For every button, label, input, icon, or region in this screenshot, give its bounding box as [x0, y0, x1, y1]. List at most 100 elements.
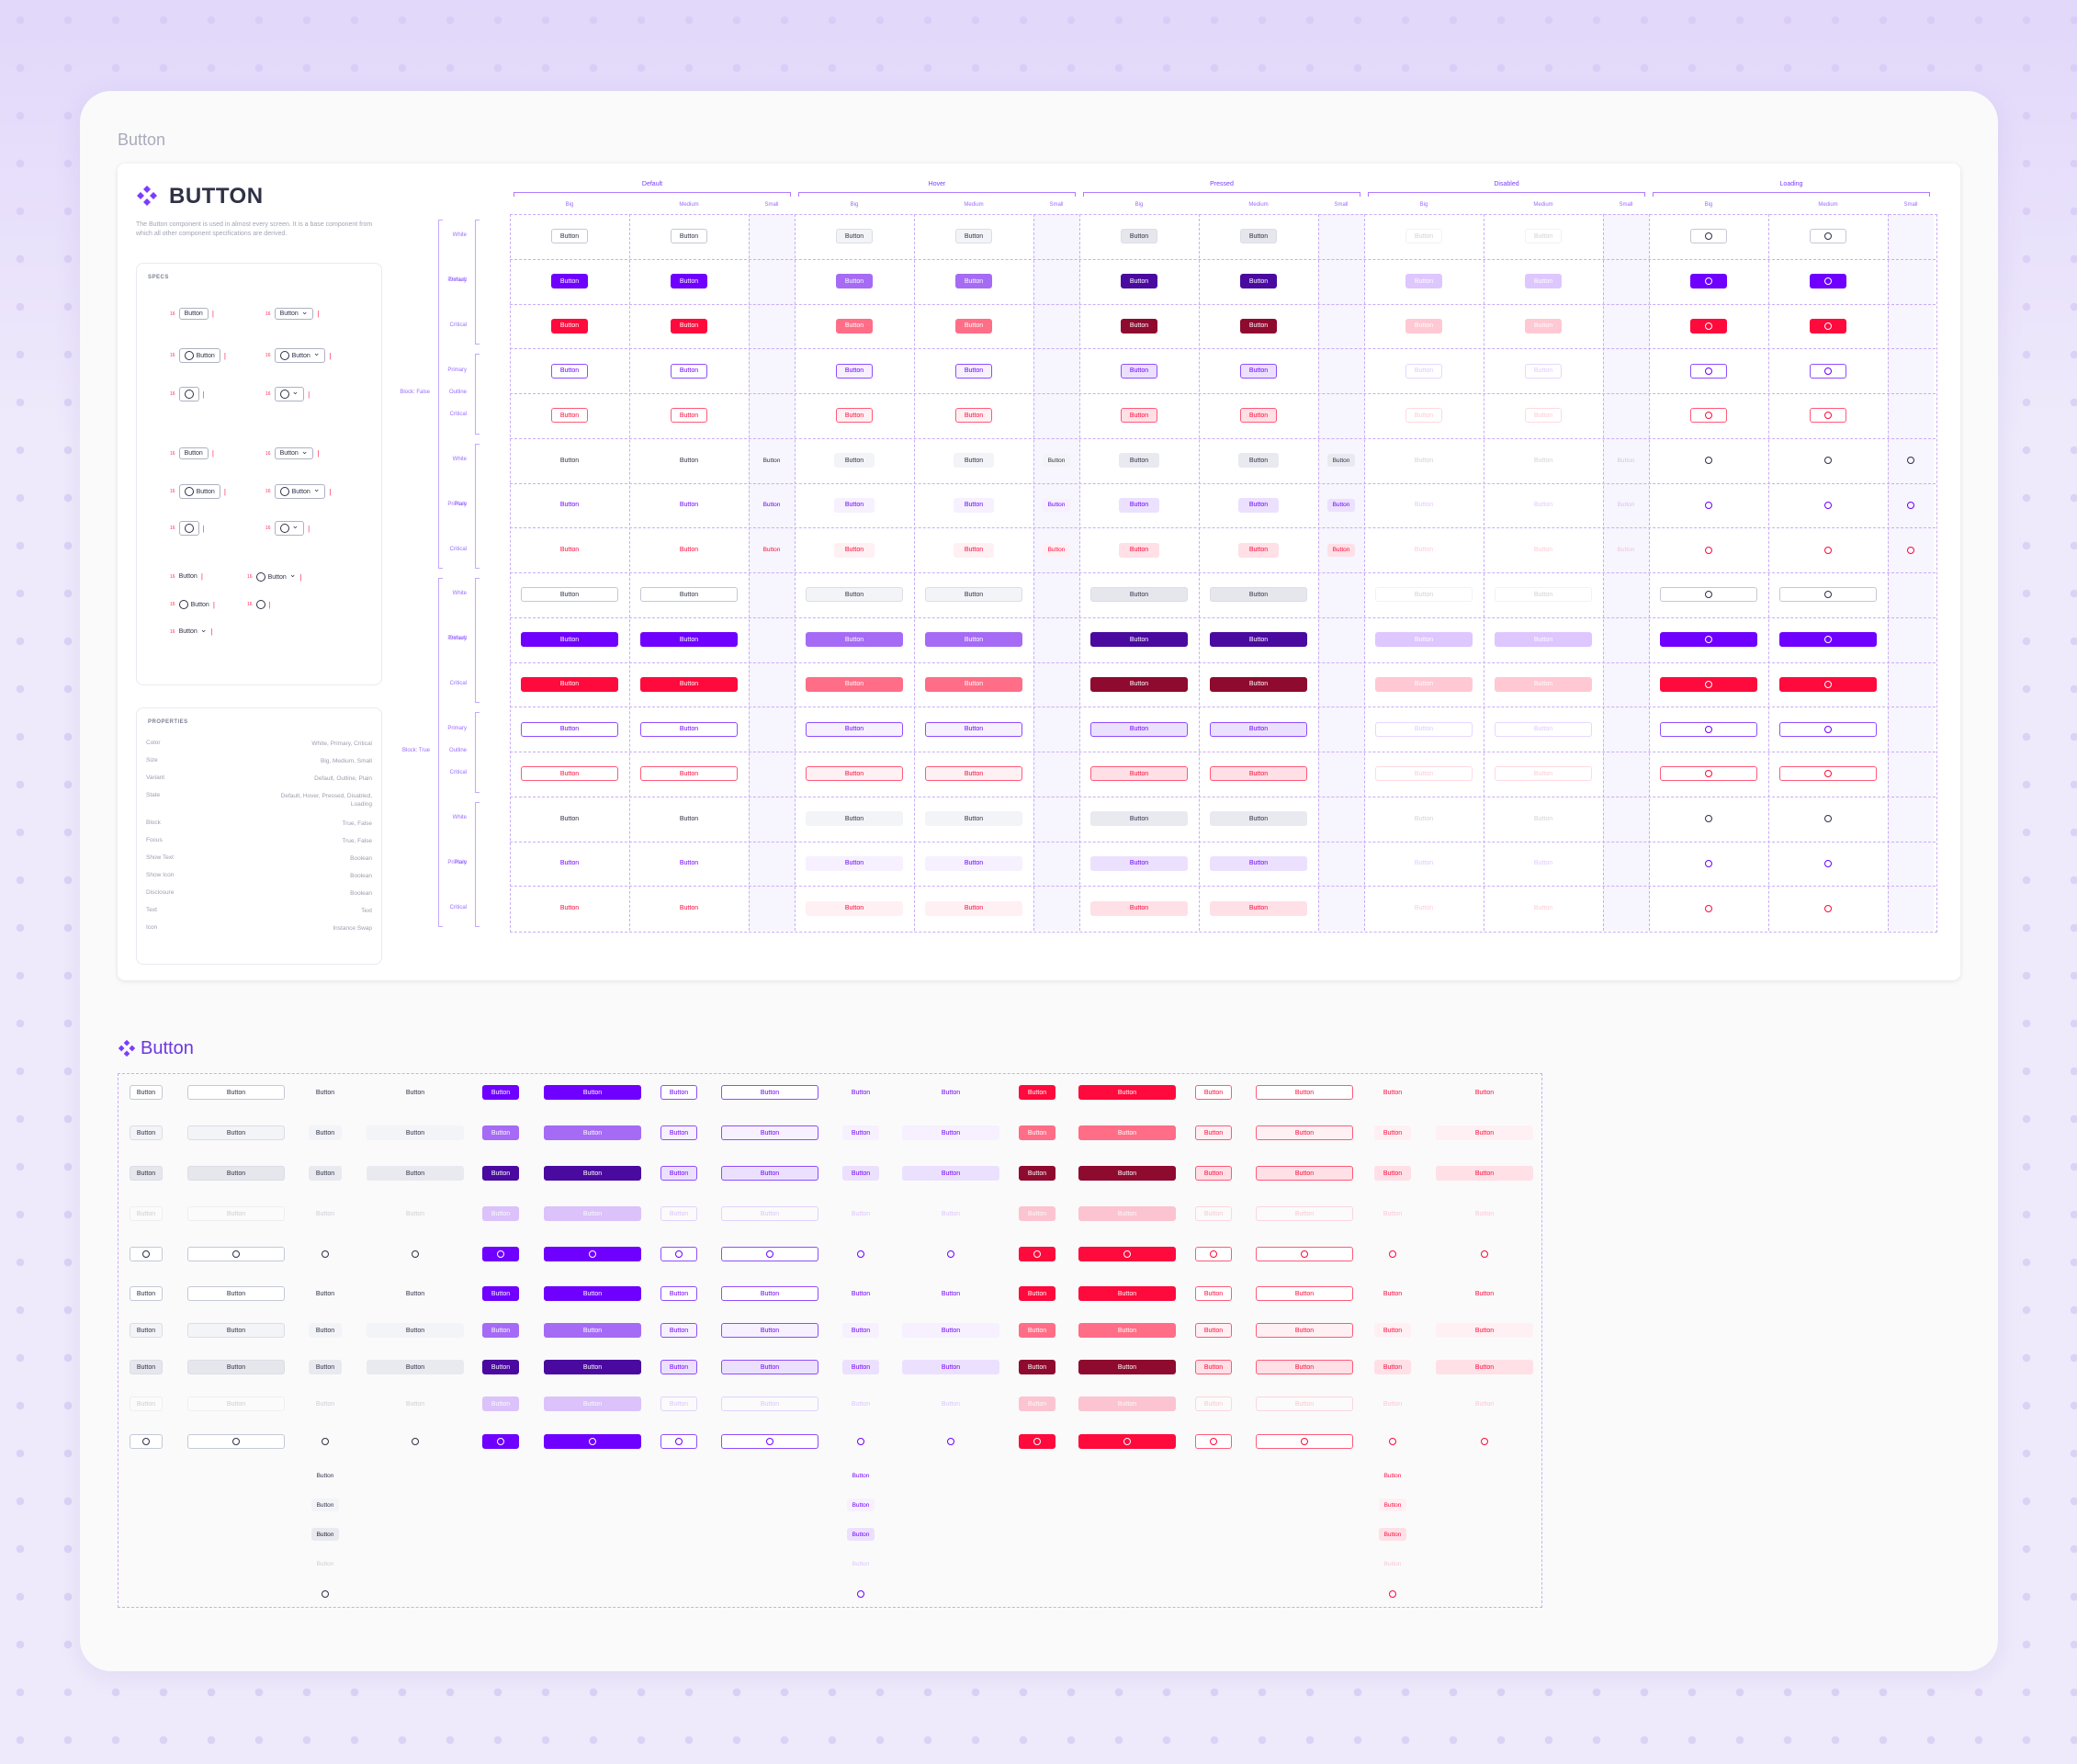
- library-button[interactable]: Button: [1195, 1360, 1232, 1374]
- library-button[interactable]: Button: [1436, 1125, 1533, 1140]
- matrix-button[interactable]: [1688, 543, 1729, 558]
- matrix-button[interactable]: Button: [640, 901, 738, 916]
- matrix-button[interactable]: Button: [1240, 274, 1277, 289]
- library-button[interactable]: Button: [847, 1557, 875, 1570]
- matrix-button[interactable]: Button: [925, 587, 1022, 603]
- library-button[interactable]: Button: [1256, 1166, 1353, 1181]
- library-button[interactable]: Button: [1195, 1323, 1232, 1338]
- library-button[interactable]: Button: [1436, 1360, 1533, 1374]
- library-button[interactable]: Button: [1436, 1286, 1533, 1301]
- library-button[interactable]: Button: [1078, 1360, 1176, 1374]
- library-button[interactable]: [544, 1247, 641, 1261]
- library-button[interactable]: Button: [1078, 1166, 1176, 1181]
- library-button[interactable]: Button: [1374, 1166, 1411, 1181]
- library-button[interactable]: Button: [1078, 1323, 1176, 1338]
- library-button[interactable]: Button: [1019, 1166, 1055, 1181]
- library-button[interactable]: Button: [902, 1085, 999, 1100]
- matrix-button[interactable]: Button: [1043, 543, 1070, 557]
- matrix-button[interactable]: [1690, 274, 1727, 289]
- matrix-button[interactable]: Button: [1375, 901, 1473, 916]
- matrix-button[interactable]: Button: [671, 363, 707, 379]
- matrix-button[interactable]: Button: [1119, 497, 1159, 513]
- matrix-button[interactable]: [1660, 721, 1757, 737]
- library-button[interactable]: [1256, 1434, 1353, 1449]
- matrix-button[interactable]: Button: [640, 676, 738, 692]
- library-button[interactable]: Button: [1019, 1323, 1055, 1338]
- library-button[interactable]: Button: [1078, 1125, 1176, 1140]
- library-button[interactable]: Button: [842, 1206, 879, 1221]
- matrix-button[interactable]: [1779, 721, 1877, 737]
- matrix-button[interactable]: [1660, 856, 1757, 871]
- matrix-button[interactable]: Button: [955, 229, 992, 244]
- matrix-button[interactable]: Button: [955, 363, 992, 379]
- matrix-button[interactable]: Button: [551, 318, 588, 334]
- library-button[interactable]: Button: [130, 1166, 163, 1181]
- library-button[interactable]: Button: [1374, 1396, 1411, 1411]
- library-button[interactable]: Button: [367, 1286, 464, 1301]
- library-button[interactable]: [1078, 1434, 1176, 1449]
- library-button[interactable]: Button: [902, 1396, 999, 1411]
- library-button[interactable]: Button: [1019, 1396, 1055, 1411]
- matrix-button[interactable]: [1779, 587, 1877, 603]
- matrix-button[interactable]: Button: [806, 632, 903, 648]
- matrix-button[interactable]: Button: [640, 766, 738, 782]
- matrix-button[interactable]: Button: [836, 363, 873, 379]
- library-button[interactable]: Button: [660, 1396, 697, 1411]
- matrix-button[interactable]: Button: [1327, 498, 1355, 512]
- library-button[interactable]: Button: [1379, 1528, 1406, 1541]
- library-button[interactable]: Button: [1436, 1206, 1533, 1221]
- library-button[interactable]: Button: [1256, 1085, 1353, 1100]
- library-button[interactable]: Button: [187, 1323, 285, 1338]
- library-button[interactable]: Button: [842, 1323, 879, 1338]
- library-button[interactable]: Button: [311, 1498, 339, 1511]
- library-button[interactable]: Button: [130, 1206, 163, 1221]
- library-button[interactable]: Button: [721, 1166, 818, 1181]
- matrix-button[interactable]: Button: [1405, 274, 1442, 289]
- matrix-button[interactable]: Button: [836, 408, 873, 424]
- matrix-button[interactable]: Button: [955, 274, 992, 289]
- library-button[interactable]: Button: [721, 1360, 818, 1374]
- library-button[interactable]: [367, 1247, 464, 1261]
- library-button[interactable]: Button: [1374, 1360, 1411, 1374]
- library-button[interactable]: Button: [721, 1323, 818, 1338]
- library-button[interactable]: Button: [309, 1286, 342, 1301]
- library-button[interactable]: Button: [842, 1396, 879, 1411]
- matrix-button[interactable]: Button: [1210, 855, 1307, 871]
- matrix-button[interactable]: Button: [1090, 676, 1188, 692]
- matrix-button[interactable]: Button: [758, 544, 785, 557]
- matrix-button[interactable]: Button: [669, 498, 709, 513]
- library-button[interactable]: Button: [1374, 1125, 1411, 1140]
- matrix-button[interactable]: Button: [1375, 721, 1473, 737]
- library-button[interactable]: Button: [1379, 1498, 1406, 1511]
- matrix-button[interactable]: Button: [1404, 453, 1444, 468]
- library-button[interactable]: [187, 1434, 285, 1449]
- library-button[interactable]: Button: [1078, 1085, 1176, 1100]
- matrix-button[interactable]: [1779, 856, 1877, 871]
- matrix-button[interactable]: Button: [806, 900, 903, 916]
- library-button[interactable]: Button: [1374, 1286, 1411, 1301]
- matrix-button[interactable]: [1897, 544, 1925, 557]
- matrix-button[interactable]: Button: [1495, 676, 1592, 692]
- matrix-button[interactable]: Button: [1121, 408, 1157, 424]
- library-button[interactable]: Button: [660, 1286, 697, 1301]
- library-button[interactable]: Button: [1019, 1206, 1055, 1221]
- library-button[interactable]: [1019, 1434, 1055, 1449]
- matrix-button[interactable]: Button: [1375, 856, 1473, 871]
- library-button[interactable]: Button: [544, 1085, 641, 1100]
- library-button[interactable]: Button: [1019, 1085, 1055, 1100]
- matrix-button[interactable]: [1779, 766, 1877, 782]
- library-button[interactable]: Button: [842, 1286, 879, 1301]
- library-button[interactable]: Button: [187, 1396, 285, 1411]
- matrix-button[interactable]: Button: [1525, 363, 1562, 379]
- library-button[interactable]: Button: [1256, 1125, 1353, 1140]
- library-button[interactable]: [660, 1247, 697, 1261]
- matrix-button[interactable]: Button: [1240, 408, 1277, 424]
- library-button[interactable]: [1374, 1247, 1411, 1261]
- matrix-button[interactable]: Button: [1375, 811, 1473, 826]
- library-button[interactable]: Button: [130, 1125, 163, 1140]
- matrix-button[interactable]: Button: [1090, 855, 1188, 871]
- matrix-button[interactable]: Button: [925, 900, 1022, 916]
- matrix-button[interactable]: Button: [925, 721, 1022, 737]
- matrix-button[interactable]: Button: [806, 721, 903, 737]
- matrix-button[interactable]: Button: [925, 676, 1022, 692]
